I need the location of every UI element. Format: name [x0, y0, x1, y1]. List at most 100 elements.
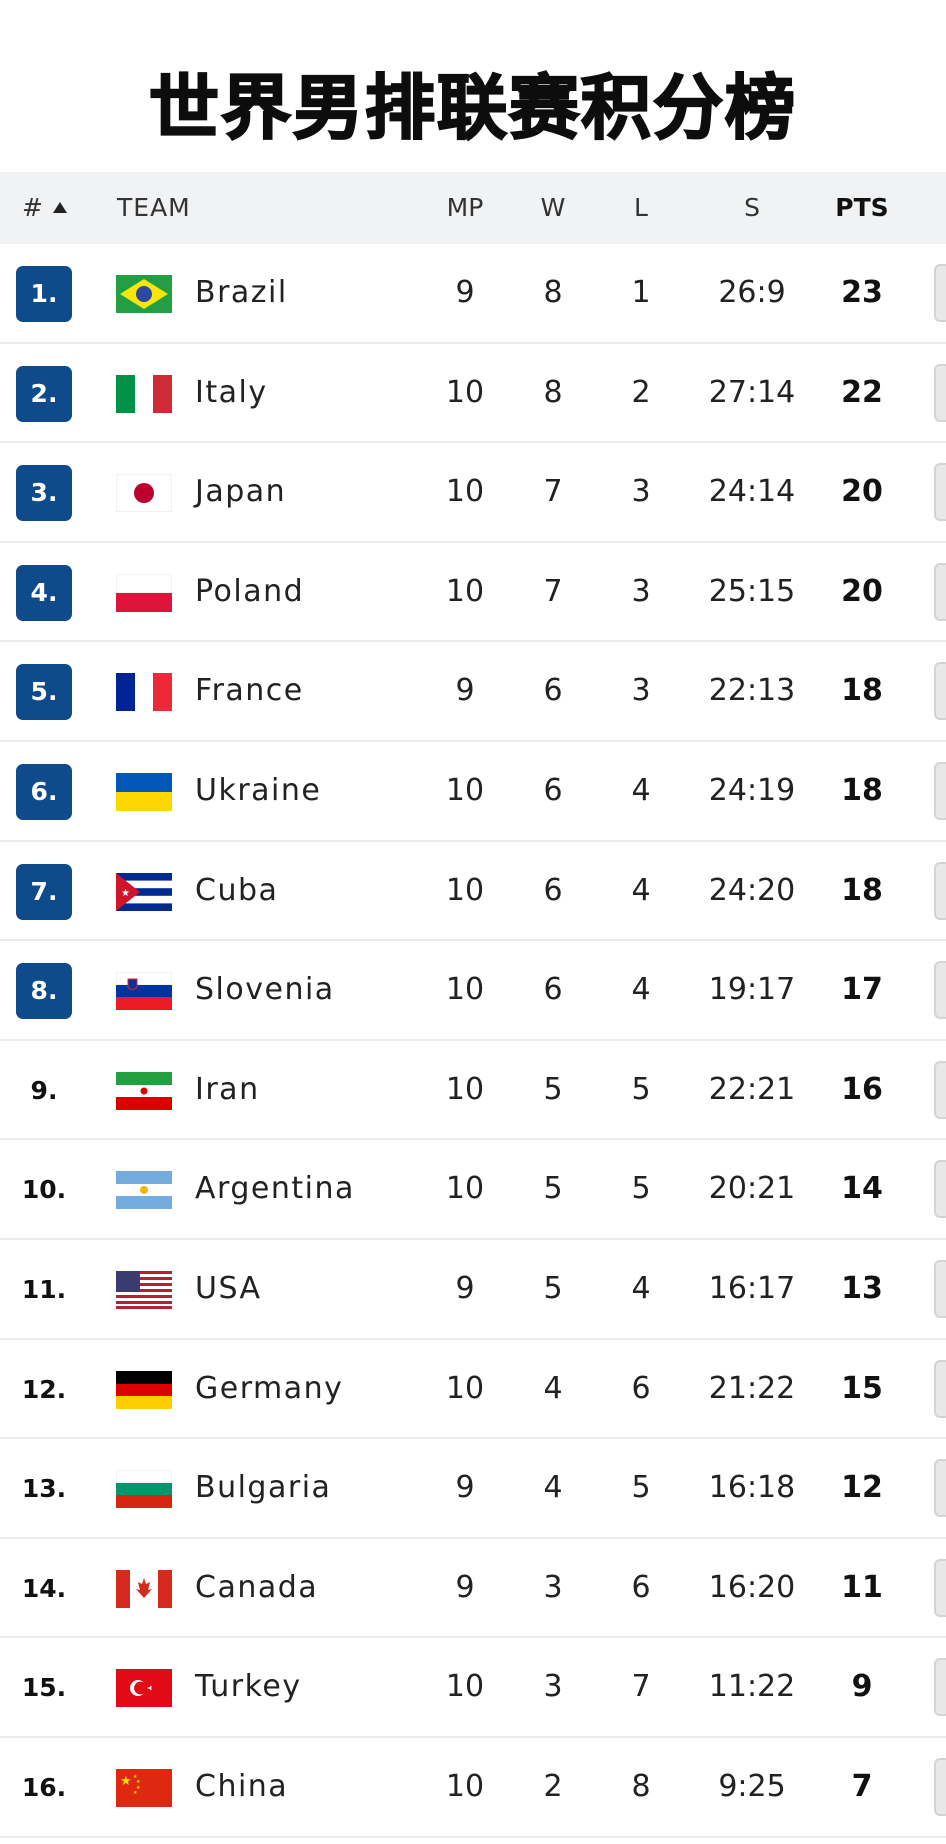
team-name[interactable]: Ukraine	[195, 772, 322, 808]
losses: 1	[631, 275, 651, 310]
row-action-tab[interactable]	[934, 1359, 946, 1418]
rank-badge: 8.	[16, 963, 72, 1020]
wins: 3	[543, 1569, 563, 1605]
matches-played: 9	[455, 673, 475, 709]
team-name[interactable]: Bulgaria	[195, 1470, 332, 1506]
team-name[interactable]: Canada	[195, 1569, 319, 1605]
sort-rank-header[interactable]: #	[22, 172, 67, 244]
row-action-tab[interactable]	[934, 562, 946, 621]
row-action-tab[interactable]	[934, 1459, 946, 1518]
flag-usa-icon	[116, 1270, 172, 1309]
team-name[interactable]: Iran	[195, 1071, 260, 1107]
flag-china-icon: ★ ★ ★ ★ ★	[116, 1768, 172, 1807]
row-action-tab[interactable]	[934, 463, 946, 522]
sets-ratio: 22:13	[708, 673, 796, 709]
wins: 7	[543, 474, 563, 510]
wins: 6	[543, 772, 563, 808]
table-row[interactable]: 2. Italy 10 8 2 27:14 22	[0, 344, 946, 444]
table-row[interactable]: 13. Bulgaria 9 4 5 16:18 12	[0, 1439, 946, 1539]
row-action-tab[interactable]	[934, 761, 946, 820]
pts-header[interactable]: PTS	[835, 193, 889, 222]
row-action-tab[interactable]	[934, 1160, 946, 1219]
team-name[interactable]: Slovenia	[195, 972, 335, 1008]
row-action-tab[interactable]	[934, 1658, 946, 1717]
points: 18	[841, 673, 883, 709]
row-action-tab[interactable]	[934, 1558, 946, 1617]
row-action-tab[interactable]	[934, 363, 946, 422]
losses: 8	[631, 1768, 651, 1804]
sets-ratio: 20:21	[708, 1171, 796, 1207]
rank-badge: 3.	[16, 465, 72, 522]
team-name[interactable]: Italy	[195, 374, 268, 410]
page-title: 世界男排联赛积分榜	[148, 66, 797, 150]
wins: 5	[543, 1071, 563, 1107]
wins: 5	[543, 1270, 563, 1306]
row-action-tab[interactable]	[934, 861, 946, 920]
flag-slovenia-icon	[116, 972, 172, 1011]
losses: 4	[631, 772, 651, 808]
team-header[interactable]: TEAM	[117, 193, 191, 222]
s-header[interactable]: S	[744, 193, 760, 222]
sets-ratio: 21:22	[708, 1370, 796, 1406]
table-row[interactable]: 14. Canada 9 3 6 16:20 11	[0, 1539, 946, 1639]
team-name[interactable]: Cuba	[195, 872, 279, 908]
matches-played: 9	[455, 1470, 475, 1506]
table-row[interactable]: 10. Argentina 10 5 5 20:21 14	[0, 1140, 946, 1240]
matches-played: 10	[445, 1171, 485, 1207]
matches-played: 10	[445, 1768, 485, 1804]
points: 7	[851, 1768, 873, 1804]
losses: 7	[631, 1669, 651, 1705]
rank-badge: 7.	[16, 863, 72, 920]
losses: 6	[631, 1569, 651, 1605]
flag-ukraine-icon	[116, 772, 172, 811]
team-name[interactable]: Brazil	[195, 275, 288, 310]
flag-cuba-icon: ★	[116, 872, 172, 911]
table-row[interactable]: 1. Brazil 9 8 1 26:9 23	[0, 244, 946, 344]
row-action-tab[interactable]	[934, 1060, 946, 1119]
team-name[interactable]: France	[195, 673, 304, 709]
table-row[interactable]: 3. Japan 10 7 3 24:14 20	[0, 443, 946, 543]
row-action-tab[interactable]	[934, 961, 946, 1020]
table-row[interactable]: 4. Poland 10 7 3 25:15 20	[0, 543, 946, 643]
flag-poland-icon	[116, 573, 172, 612]
row-action-tab[interactable]	[934, 1259, 946, 1318]
row-action-tab[interactable]	[934, 264, 946, 322]
team-name[interactable]: Turkey	[195, 1669, 302, 1705]
row-action-tab[interactable]	[934, 1757, 946, 1816]
team-name[interactable]: Poland	[195, 573, 305, 609]
table-row[interactable]: 12. Germany 10 4 6 21:22 15	[0, 1340, 946, 1440]
sets-ratio: 24:14	[708, 474, 796, 510]
table-row[interactable]: 15. Turkey 10 3 7 11:22 9	[0, 1638, 946, 1738]
table-row[interactable]: 16. ★ ★ ★ ★ ★ China 10 2 8 9:25 7	[0, 1738, 946, 1838]
table-row[interactable]: 6. Ukraine 10 6 4 24:19 18	[0, 742, 946, 842]
team-name[interactable]: Germany	[195, 1370, 344, 1406]
team-name[interactable]: Japan	[195, 474, 287, 510]
table-row[interactable]: 11. USA 9 5 4 16:17 13	[0, 1240, 946, 1340]
flag-france-icon	[116, 673, 172, 712]
table-row[interactable]: 5. France 9 6 3 22:13 18	[0, 642, 946, 742]
rank-badge: 4.	[16, 564, 72, 621]
team-name[interactable]: USA	[195, 1270, 262, 1306]
flag-japan-icon	[116, 474, 172, 513]
points: 20	[841, 474, 883, 510]
team-name[interactable]: Argentina	[195, 1171, 355, 1207]
w-header[interactable]: W	[540, 193, 566, 222]
table-row[interactable]: 9. Iran 10 5 5 22:21 16	[0, 1041, 946, 1141]
mp-header[interactable]: MP	[446, 193, 484, 222]
points: 18	[841, 872, 883, 908]
wins: 7	[543, 573, 563, 609]
team-name[interactable]: China	[195, 1768, 289, 1804]
wins: 4	[543, 1370, 563, 1406]
rank-badge: 10.	[21, 1175, 67, 1205]
sort-ascending-icon	[52, 202, 67, 213]
sets-ratio: 27:14	[708, 374, 796, 410]
table-row[interactable]: 8. Slovenia 10 6 4 19:17 17	[0, 941, 946, 1041]
table-row[interactable]: 7. ★ Cuba 10 6 4 24:20 18	[0, 842, 946, 942]
svg-text:★: ★	[121, 888, 130, 899]
matches-played: 10	[445, 573, 485, 609]
matches-played: 10	[445, 972, 485, 1008]
points: 12	[841, 1470, 883, 1506]
losses: 3	[631, 573, 651, 609]
row-action-tab[interactable]	[934, 662, 946, 721]
l-header[interactable]: L	[634, 193, 648, 222]
